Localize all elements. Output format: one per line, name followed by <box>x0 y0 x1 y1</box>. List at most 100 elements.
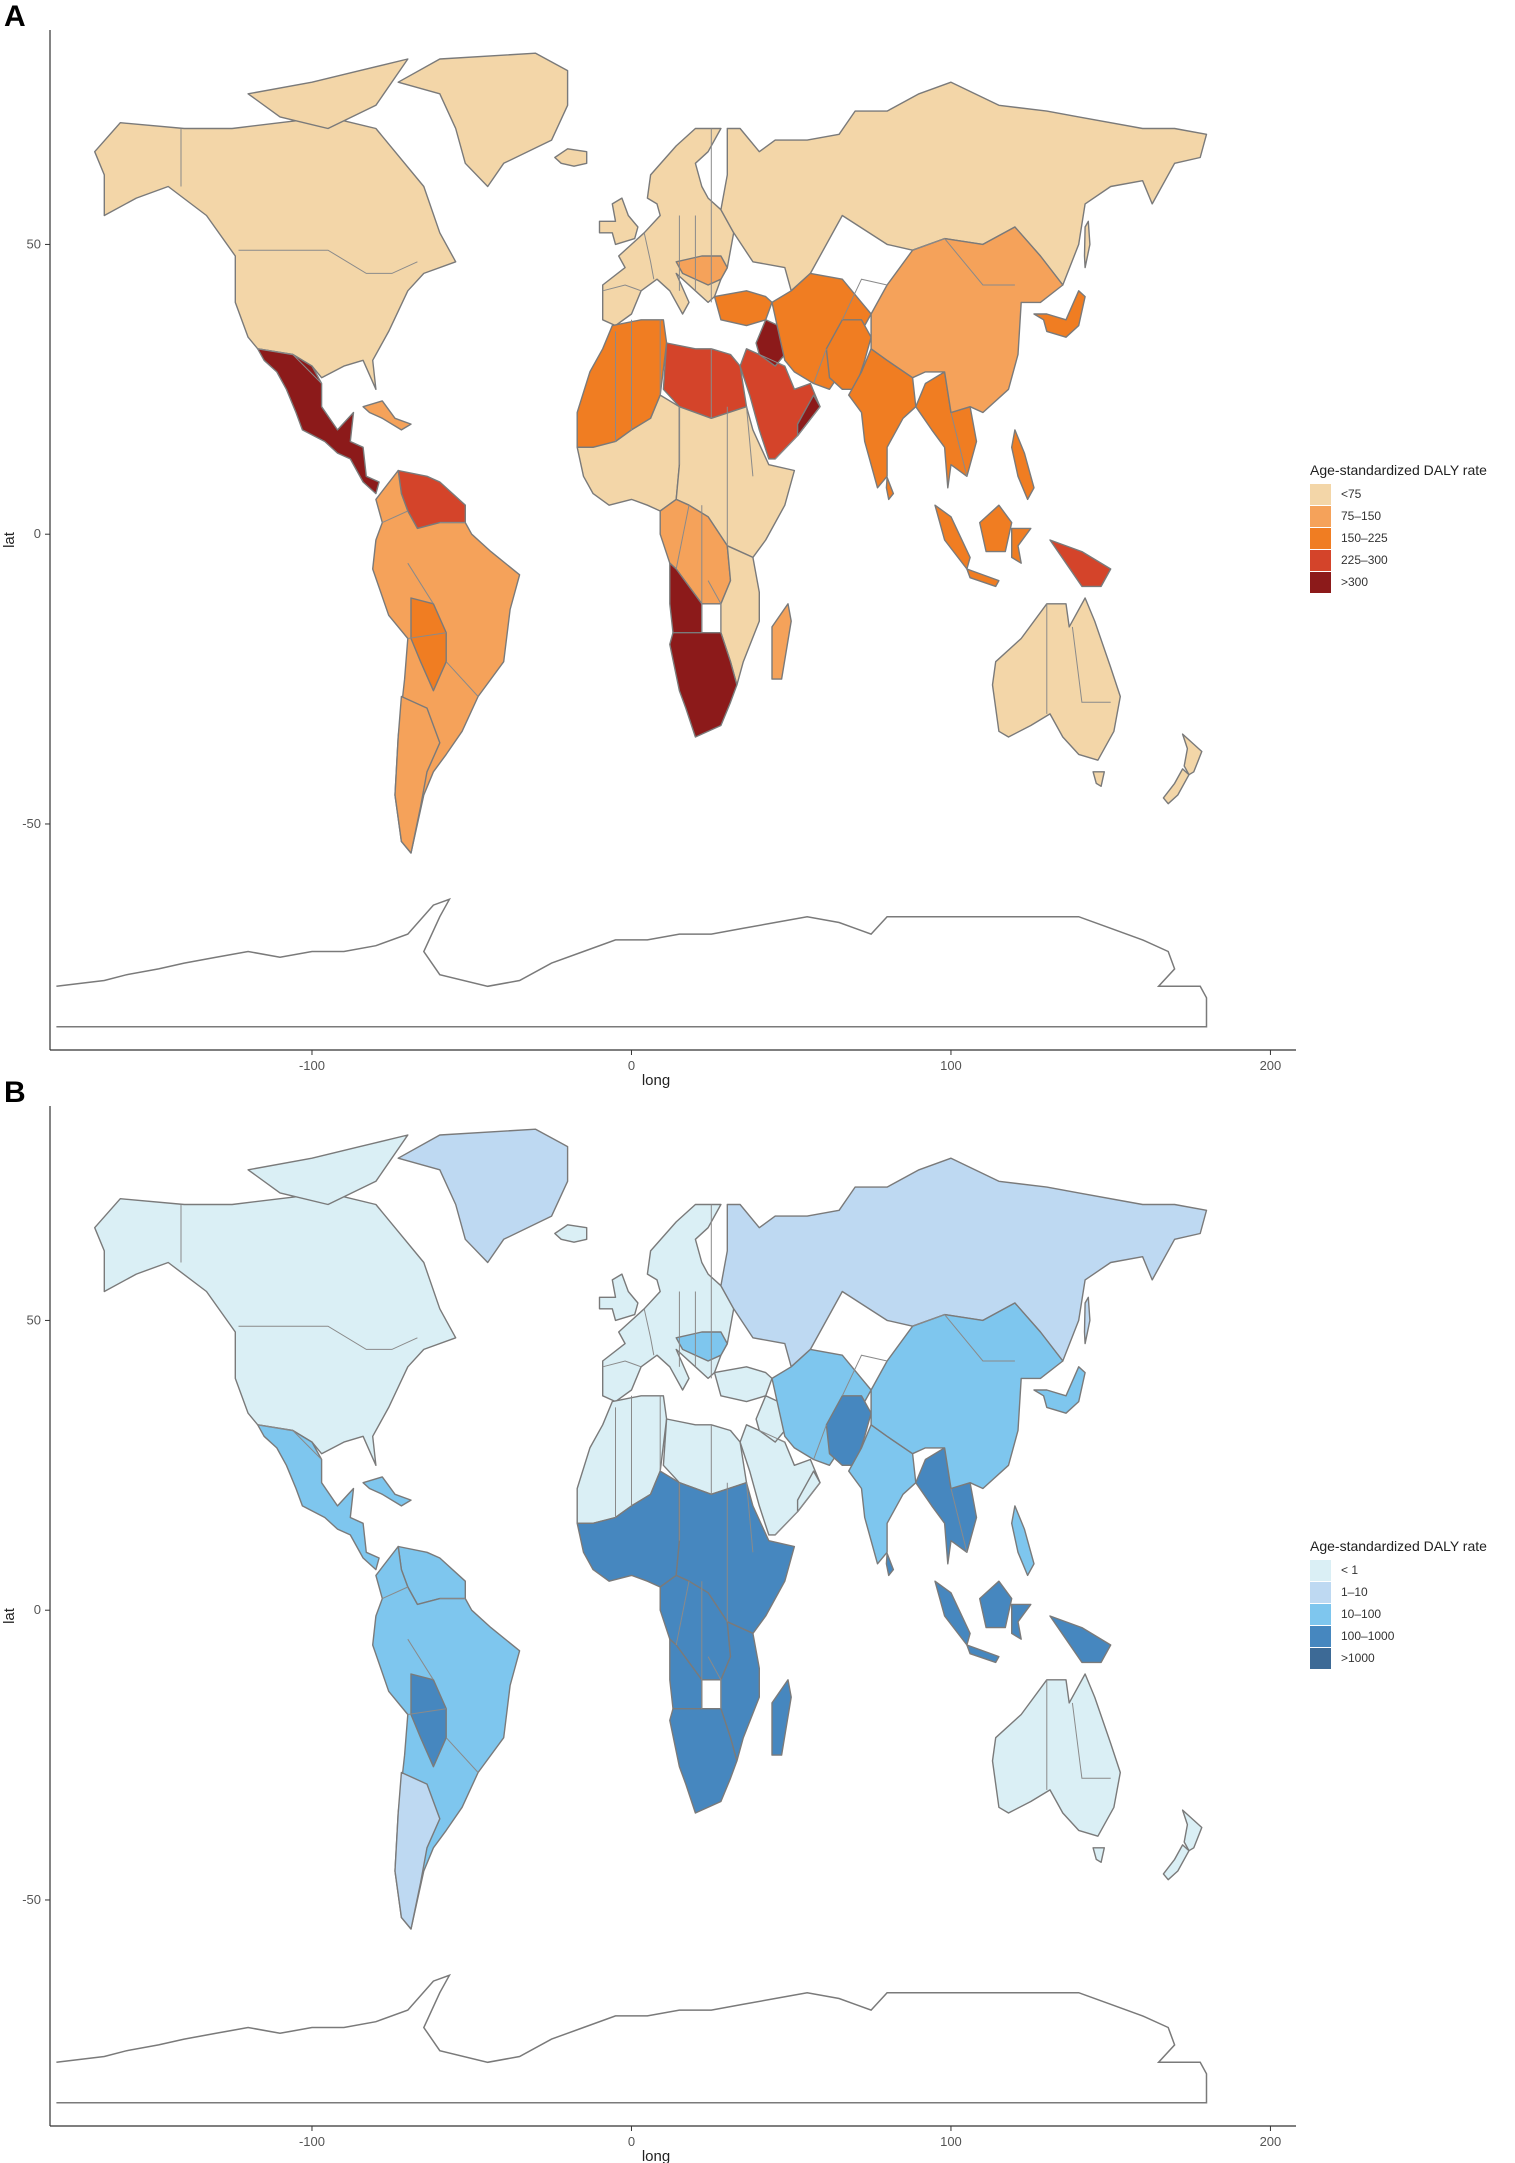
region-philippines <box>1011 429 1035 501</box>
x-tick-label: 0 <box>628 1058 635 1073</box>
legend-label: <75 <box>1341 487 1362 501</box>
region-arctic-islands <box>247 58 409 130</box>
country-border <box>813 1424 827 1460</box>
region-madagascar <box>771 603 792 680</box>
country-border <box>445 1737 479 1773</box>
y-tick-label: 0 <box>34 526 41 541</box>
panel-b: B -100 0 100 200 50 0 -50 long lat Age-standardi… <box>0 1076 1515 2163</box>
country-border <box>445 661 479 697</box>
country-border <box>1071 1702 1111 1779</box>
region-pakistan-afghanistan <box>825 319 872 390</box>
legend-row: <75 <box>1310 483 1487 505</box>
region-new-zealand <box>1181 1809 1203 1852</box>
legend-row: 150–225 <box>1310 527 1487 549</box>
region-mexico-central-america <box>257 348 380 495</box>
country-border <box>643 232 655 280</box>
region-caribbean <box>362 1476 412 1507</box>
region-sulawesi <box>1011 1603 1032 1640</box>
region-iceland <box>554 1224 588 1243</box>
region-russia <box>720 81 1208 292</box>
country-border <box>407 1708 447 1715</box>
legend-swatch <box>1310 1559 1331 1581</box>
legend-a: Age-standardized DALY rate <75 75–150 15… <box>1310 462 1487 593</box>
country-border <box>813 348 827 384</box>
y-tick-label: 50 <box>27 1312 41 1327</box>
x-axis-title: long <box>642 2148 670 2163</box>
region-indonesia-west <box>934 504 971 570</box>
region-madagascar <box>771 1679 792 1756</box>
region-arctic-islands <box>247 1134 409 1206</box>
legend-label: < 1 <box>1341 1563 1359 1577</box>
x-tick-label: 100 <box>940 1058 962 1073</box>
world-map-a: -100 0 100 200 50 0 -50 long lat <box>1 30 1296 1089</box>
region-southern-cone <box>394 1771 441 1930</box>
legend-swatch <box>1310 483 1331 505</box>
legend-label: 225–300 <box>1341 553 1388 567</box>
region-sri-lanka <box>885 476 895 501</box>
region-bolivia-paraguay <box>410 1673 447 1768</box>
panel-letter-a: A <box>4 0 26 33</box>
panel-letter-b: B <box>4 1076 26 1109</box>
region-australia <box>991 1673 1121 1837</box>
region-sulawesi <box>1011 527 1032 564</box>
x-tick-label: 200 <box>1260 1058 1282 1073</box>
country-border <box>602 1360 642 1368</box>
x-tick-label: 200 <box>1260 2134 1282 2149</box>
legend-label: 10–100 <box>1341 1607 1382 1621</box>
country-border <box>382 1586 409 1600</box>
region-southern-africa <box>669 1708 738 1814</box>
region-balkans-east-eu <box>675 255 728 286</box>
region-china <box>870 226 1064 414</box>
country-border <box>950 412 968 477</box>
region-uk-ireland <box>598 1273 639 1322</box>
legend-title-b: Age-standardized DALY rate <box>1310 1538 1487 1554</box>
country-border <box>950 1488 968 1553</box>
country-border <box>759 1430 786 1443</box>
world-map-b: -100 0 100 200 50 0 -50 long lat <box>1 1106 1296 2163</box>
country-border <box>675 1581 690 1646</box>
x-tick-label: -100 <box>299 1058 325 1073</box>
country-border <box>746 1482 754 1553</box>
country-border <box>407 632 447 639</box>
legend-swatch <box>1310 1625 1331 1647</box>
country-border <box>774 406 821 460</box>
region-antarctica <box>56 1973 1208 2104</box>
region-antarctica <box>56 897 1208 1028</box>
region-new-guinea <box>1049 539 1112 588</box>
region-balkans-east-eu <box>675 1331 728 1362</box>
country-border <box>707 1656 722 1709</box>
legend-label: >1000 <box>1341 1651 1375 1665</box>
legend-swatch <box>1310 571 1331 593</box>
region-australia <box>991 597 1121 761</box>
country-border <box>675 505 690 570</box>
y-tick-label: -50 <box>22 816 41 831</box>
country-border <box>407 562 434 605</box>
country-border <box>1071 626 1111 703</box>
region-borneo <box>979 504 1013 553</box>
region-pakistan-afghanistan <box>825 1395 872 1466</box>
x-tick-label: 100 <box>940 2134 962 2149</box>
country-border <box>707 580 722 633</box>
region-greenland <box>397 1128 569 1264</box>
legend-row: >1000 <box>1310 1647 1487 1669</box>
legend-label: 1–10 <box>1341 1585 1368 1599</box>
region-korea-japan <box>1033 1366 1086 1414</box>
legend-label: 150–225 <box>1341 531 1388 545</box>
legend-swatch <box>1310 527 1331 549</box>
legend-b: Age-standardized DALY rate < 1 1–10 10–1… <box>1310 1538 1487 1669</box>
y-tick-label: -50 <box>22 1892 41 1907</box>
legend-row: 100–1000 <box>1310 1625 1487 1647</box>
region-new-zealand-south <box>1162 1844 1190 1881</box>
country-border <box>912 238 1015 286</box>
region-mexico-central-america <box>257 1424 380 1571</box>
region-tasmania <box>1092 771 1105 787</box>
x-tick-label: -100 <box>299 2134 325 2149</box>
country-border <box>257 1424 322 1460</box>
country-border <box>238 1325 418 1350</box>
region-new-zealand <box>1181 733 1203 776</box>
country-border <box>643 1308 655 1356</box>
region-bolivia-paraguay <box>410 597 447 692</box>
legend-row: >300 <box>1310 571 1487 593</box>
region-korea-japan <box>1033 290 1086 338</box>
legend-row: < 1 <box>1310 1559 1487 1581</box>
